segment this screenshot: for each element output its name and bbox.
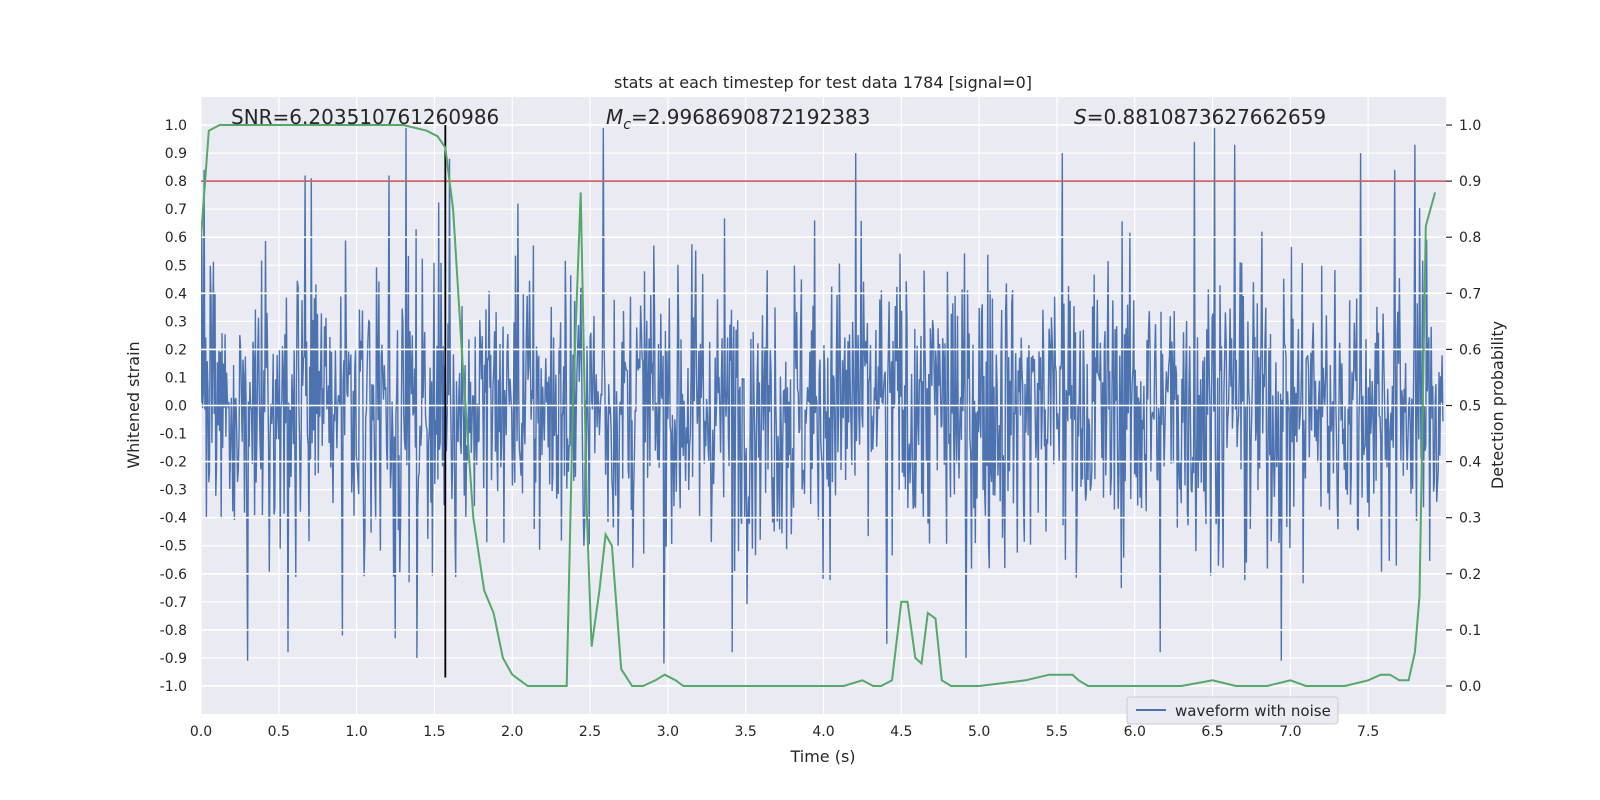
x-tick-label: 2.5 — [579, 724, 601, 740]
legend: waveform with noise — [1126, 696, 1339, 725]
x-tick-label: 5.5 — [1046, 724, 1068, 740]
y2-axis-label: Detection probability — [1488, 321, 1507, 489]
y-tick-label: 0.5 — [165, 258, 187, 274]
y-tick-label: 0.1 — [165, 370, 187, 386]
chart-title: stats at each timestep for test data 178… — [614, 73, 1032, 92]
y-tick-label: 0.9 — [165, 146, 187, 162]
y-tick-label: 0.3 — [165, 314, 187, 330]
y-axis-label: Whitened strain — [124, 341, 143, 468]
y-tick-label: -0.5 — [160, 539, 187, 555]
y-tick-label: -1.0 — [160, 679, 187, 695]
x-tick-label: 6.5 — [1201, 724, 1223, 740]
y2-tick-label: 0.7 — [1459, 286, 1481, 302]
y-tick-label: -0.4 — [160, 511, 187, 527]
y-tick-label: 1.0 — [165, 118, 187, 134]
x-tick-label: 4.5 — [890, 724, 912, 740]
y-tick-label: -0.9 — [160, 651, 187, 667]
y2-tick-label: 0.5 — [1459, 399, 1481, 415]
y2-tick-label: 0.2 — [1459, 567, 1481, 583]
y-tick-label: 0.6 — [165, 230, 187, 246]
y-tick-label: 0.7 — [165, 202, 187, 218]
y2-tick-label: 0.6 — [1459, 342, 1481, 358]
snr-annotation: SNR=6.203510761260986 — [231, 105, 499, 129]
detection-probability-series — [201, 124, 1437, 687]
y-axis-ticks: 1.0 0.9 0.8 0.7 0.6 0.5 0.4 0.3 0.2 0.1 0.0 -0.1 -0.… — [160, 118, 187, 695]
x-tick-label: 3.0 — [657, 724, 679, 740]
x-axis-ticks: 0.0 0.5 1.0 1.5 2.0 2.5 3.0 3.5 4.0 4.5 5.0 5.5 6.0 6… — [190, 724, 1379, 740]
right-axis-gridlines — [201, 124, 1446, 687]
y2-tick-label: 1.0 — [1459, 118, 1481, 134]
x-tick-label: 7.5 — [1357, 724, 1379, 740]
s-annotation: S=0.8810873627662659 — [1074, 105, 1326, 129]
y-tick-label: -0.3 — [160, 483, 187, 499]
x-tick-label: 0.5 — [268, 724, 290, 740]
chirp-mass-symbol: M — [606, 105, 623, 129]
y2-tick-label: 0.3 — [1459, 511, 1481, 527]
x-tick-label: 3.5 — [735, 724, 757, 740]
chirp-mass-subscript: c — [623, 117, 631, 133]
y-tick-label: -0.2 — [160, 455, 187, 471]
y-tick-label: -0.8 — [160, 623, 187, 639]
y2-tick-label: 0.0 — [1459, 679, 1481, 695]
x-tick-label: 0.0 — [190, 724, 212, 740]
y-tick-label: -0.1 — [160, 427, 187, 443]
x-tick-label: 6.0 — [1124, 724, 1146, 740]
y2-tick-label: 0.1 — [1459, 623, 1481, 639]
x-tick-label: 4.0 — [812, 724, 834, 740]
x-tick-label: 5.0 — [968, 724, 990, 740]
s-symbol: S — [1074, 105, 1087, 129]
x-tick-label: 7.0 — [1279, 724, 1301, 740]
legend-box — [1126, 696, 1339, 725]
y2-tick-label: 0.9 — [1459, 174, 1481, 190]
y-tick-label: -0.7 — [160, 595, 187, 611]
x-axis-label: Time (s) — [789, 747, 855, 766]
chirp-mass-value: =2.9968690872192383 — [631, 105, 870, 129]
y-tick-label: 0.0 — [165, 399, 187, 415]
y-tick-label: 0.2 — [165, 342, 187, 358]
legend-label: waveform with noise — [1175, 702, 1331, 720]
y2-tick-label: 0.4 — [1459, 455, 1481, 471]
y-tick-label: 0.4 — [165, 286, 187, 302]
waveform-series — [201, 127, 1444, 664]
y-tick-label: 0.8 — [165, 174, 187, 190]
y2-tick-label: 0.8 — [1459, 230, 1481, 246]
y-tick-label: -0.6 — [160, 567, 187, 583]
chirp-mass-annotation: Mc=2.9968690872192383 — [606, 105, 870, 133]
x-tick-label: 1.5 — [423, 724, 445, 740]
y2-axis-ticks: 1.0 0.9 0.8 0.7 0.6 0.5 0.4 0.3 0.2 0.1 0.0 — [1446, 118, 1481, 695]
x-tick-label: 1.0 — [345, 724, 367, 740]
s-value: =0.8810873627662659 — [1087, 105, 1326, 129]
x-tick-label: 2.0 — [501, 724, 523, 740]
